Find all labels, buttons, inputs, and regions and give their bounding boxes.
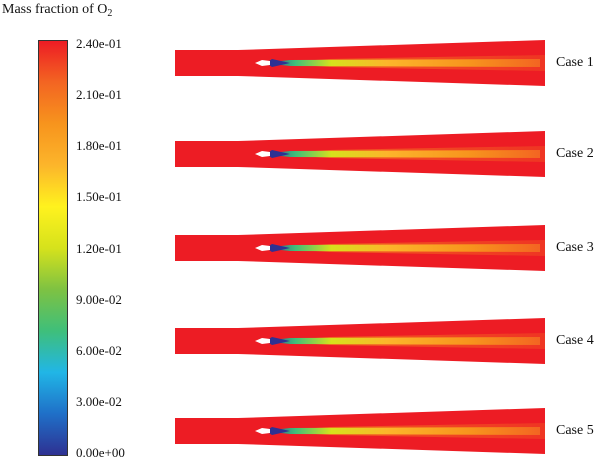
injector-body bbox=[255, 151, 270, 157]
case-contour-plot bbox=[175, 131, 545, 177]
case-contour-plot bbox=[175, 225, 545, 271]
case-contour-plot bbox=[175, 40, 545, 86]
legend-title-text: Mass fraction of O bbox=[2, 2, 108, 17]
color-scale-tick-label: 1.80e-01 bbox=[76, 138, 122, 154]
color-scale-tick-label: 9.00e-02 bbox=[76, 291, 122, 307]
color-scale-bar bbox=[38, 40, 68, 456]
case-label: Case 2 bbox=[556, 146, 594, 161]
case-contour-plot bbox=[175, 408, 545, 454]
legend-title: Mass fraction of O2 bbox=[2, 2, 112, 19]
oxygen-depleted-plume bbox=[262, 244, 540, 252]
fuel-inlet-core bbox=[266, 59, 290, 67]
oxygen-depleted-plume bbox=[262, 337, 540, 345]
case-label: Case 5 bbox=[556, 423, 594, 438]
color-scale-tick-label: 0.00e+00 bbox=[76, 445, 125, 460]
color-scale-tick-label: 2.40e-01 bbox=[76, 36, 122, 51]
oxygen-depleted-plume bbox=[262, 150, 540, 158]
color-scale-tick-label: 6.00e-02 bbox=[76, 342, 122, 358]
color-scale-tick-label: 3.00e-02 bbox=[76, 393, 122, 409]
case-label: Case 3 bbox=[556, 240, 594, 255]
injector-body bbox=[255, 338, 270, 344]
color-scale-tick-label: 2.10e-01 bbox=[76, 87, 122, 103]
legend-title-subscript: 2 bbox=[107, 8, 113, 19]
oxygen-depleted-plume bbox=[262, 59, 540, 67]
oxygen-depleted-plume bbox=[262, 427, 540, 435]
case-contour-plot bbox=[175, 318, 545, 364]
case-label: Case 1 bbox=[556, 55, 594, 70]
color-scale-tick-label: 1.20e-01 bbox=[76, 240, 122, 256]
fuel-inlet-core bbox=[266, 150, 290, 158]
color-scale-tick-label: 1.50e-01 bbox=[76, 189, 122, 205]
injector-body bbox=[255, 60, 270, 66]
fuel-inlet-core bbox=[266, 427, 290, 435]
fuel-inlet-core bbox=[266, 337, 290, 345]
injector-body bbox=[255, 245, 270, 251]
injector-body bbox=[255, 428, 270, 434]
fuel-inlet-core bbox=[266, 244, 290, 252]
case-label: Case 4 bbox=[556, 333, 594, 348]
